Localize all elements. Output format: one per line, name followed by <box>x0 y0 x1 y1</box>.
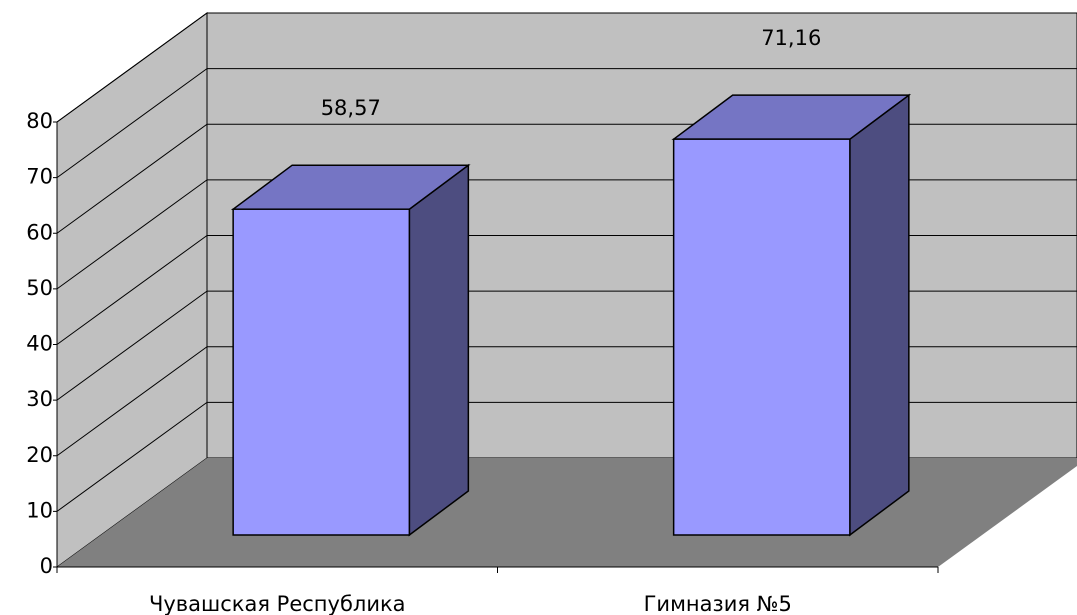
y-tick-label: 70 <box>26 165 53 189</box>
bar <box>672 138 851 536</box>
grid-line <box>56 123 208 234</box>
grid-line <box>56 346 208 457</box>
grid-line <box>56 179 208 290</box>
grid-line <box>56 235 208 345</box>
grid-line <box>56 401 208 512</box>
bar-side <box>408 163 470 537</box>
y-tick-label: 60 <box>26 220 53 244</box>
y-tick-label: 20 <box>26 443 53 467</box>
x-tick-label: Чувашская Республика <box>149 592 406 615</box>
y-tick-label: 10 <box>26 498 53 522</box>
value-label: 71,16 <box>761 26 821 50</box>
value-label: 58,57 <box>321 96 381 120</box>
grid-line <box>56 68 208 179</box>
bar <box>232 208 411 536</box>
y-tick-label: 80 <box>26 109 53 133</box>
y-tick-label: 50 <box>26 276 53 300</box>
bar-side <box>849 93 910 537</box>
grid-line <box>56 12 208 123</box>
y-tick-label: 40 <box>26 332 53 356</box>
y-tick-label: 0 <box>40 554 53 578</box>
grid-line <box>56 290 208 401</box>
floor <box>57 458 1077 567</box>
y-tick-label: 30 <box>26 387 53 411</box>
x-tick-label: Гимназия №5 <box>644 592 792 615</box>
